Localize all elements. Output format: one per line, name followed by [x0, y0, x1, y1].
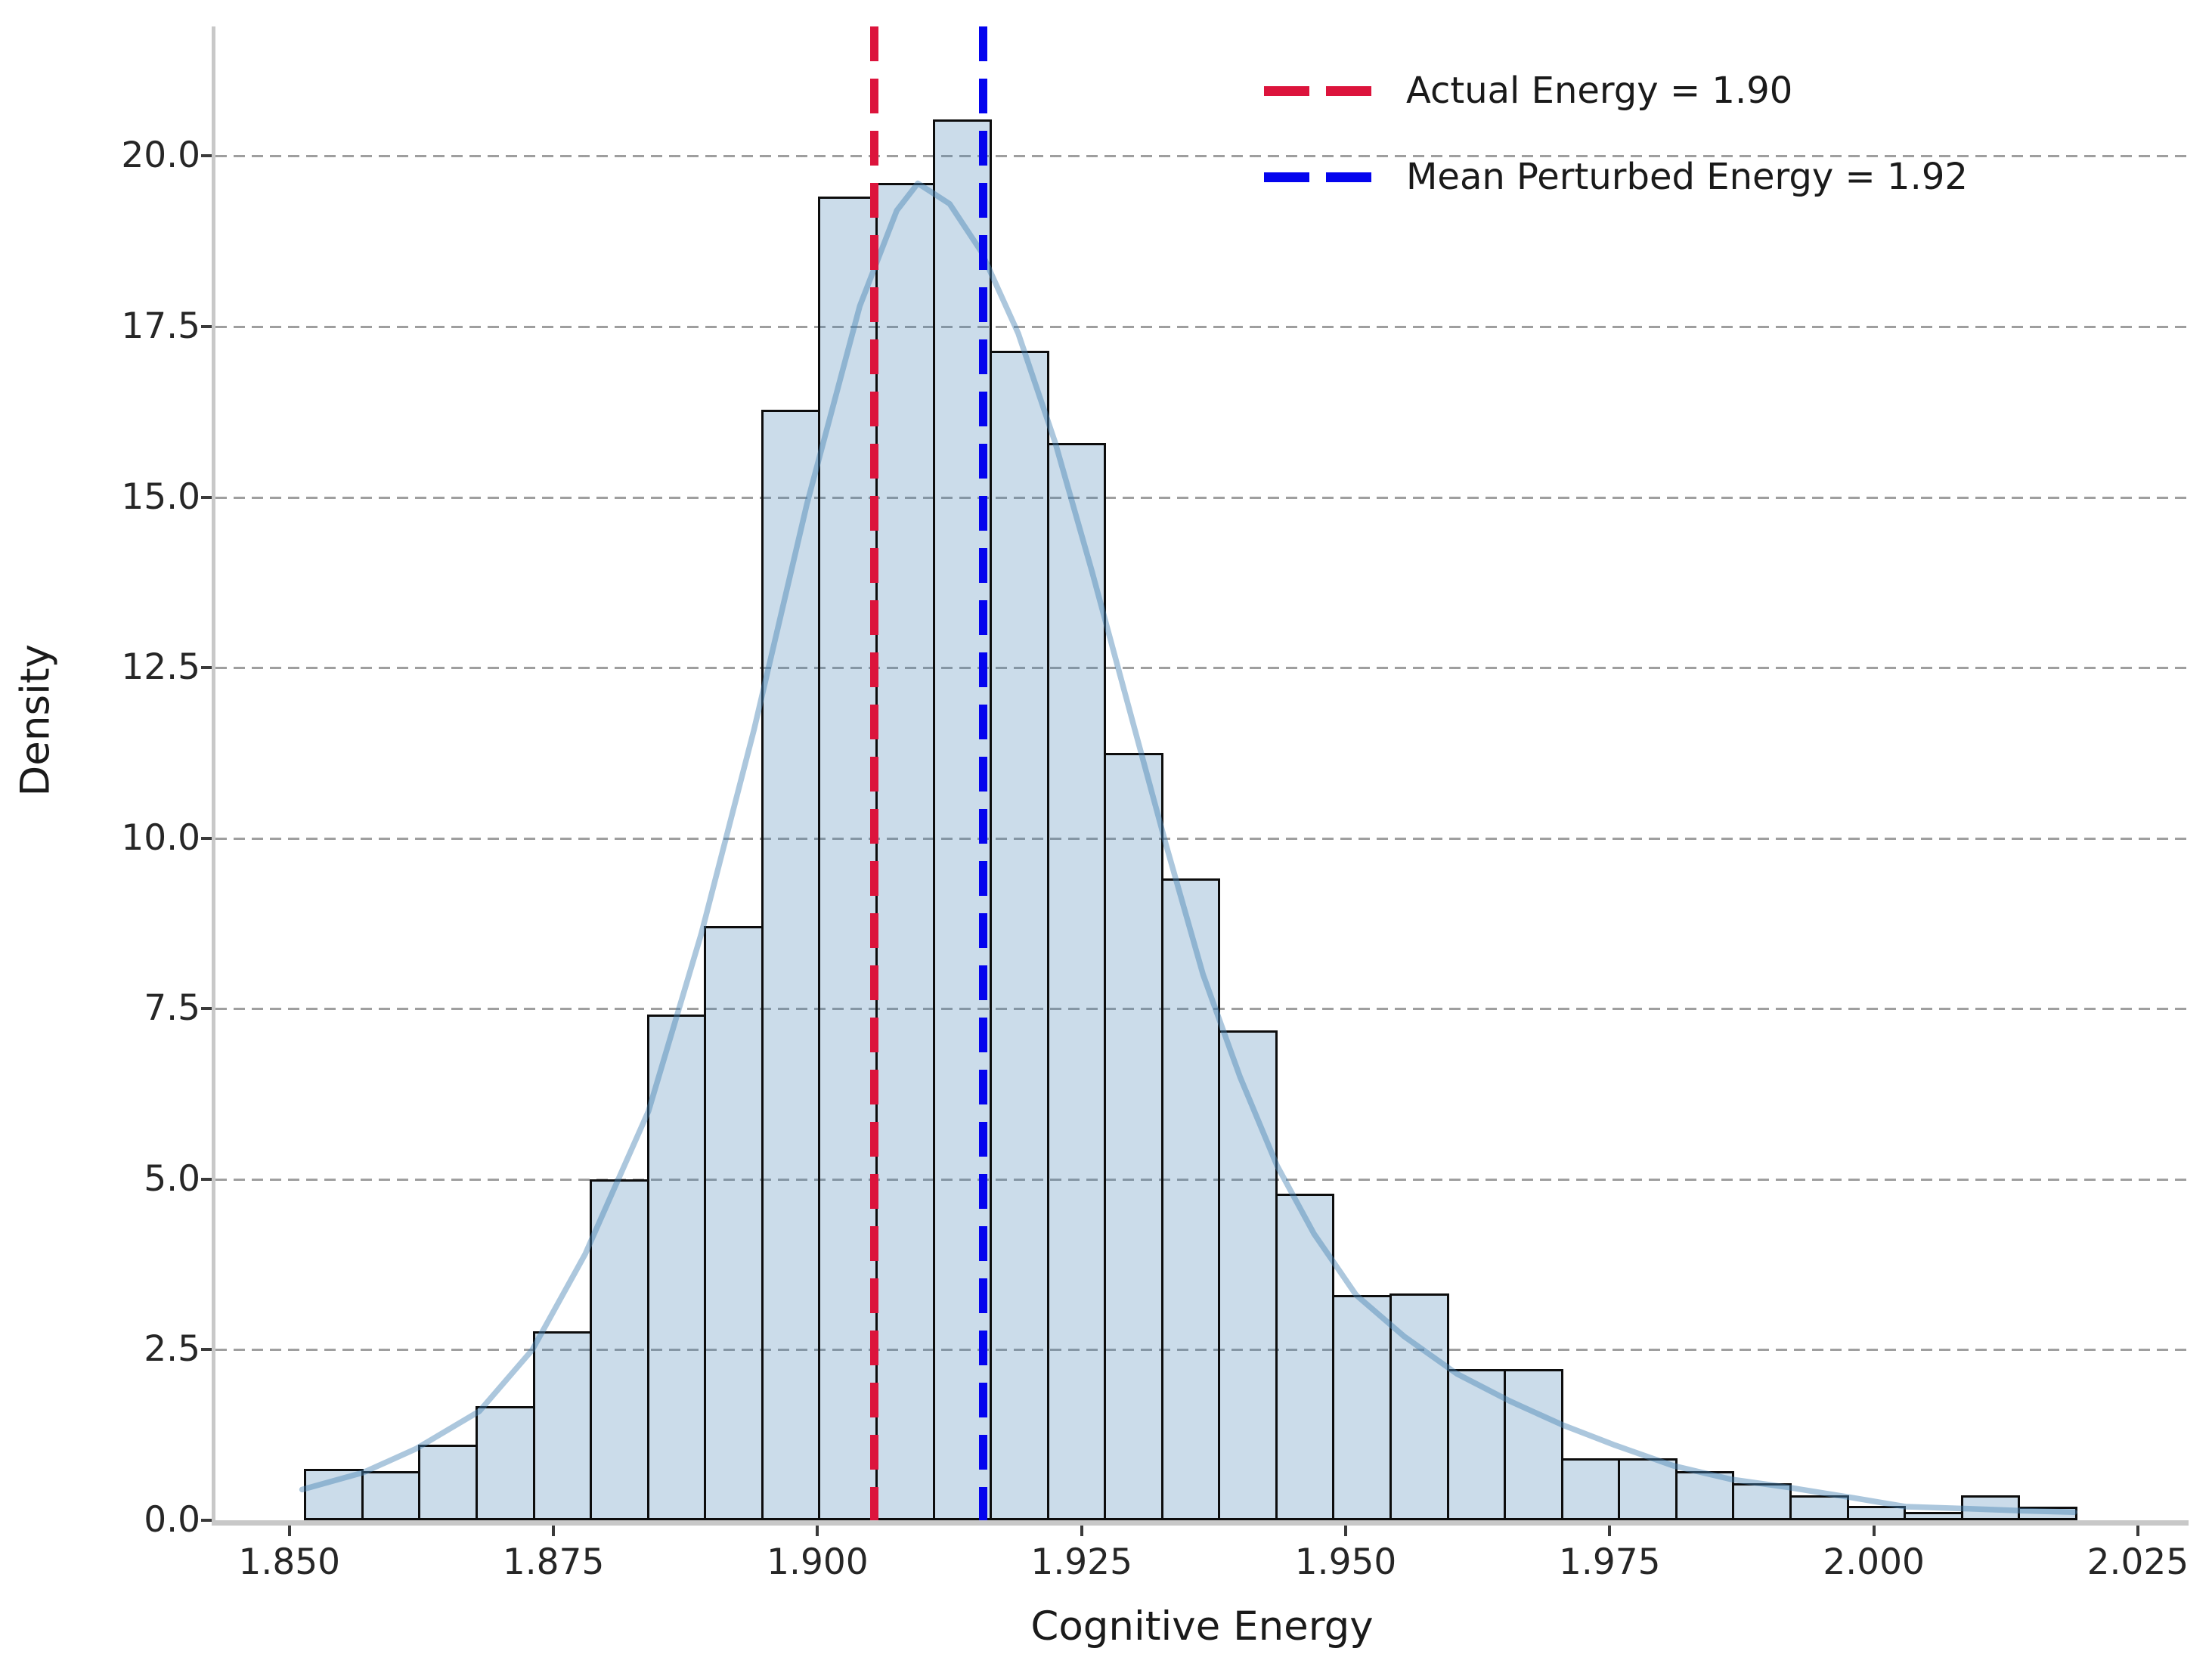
legend-item-mean-perturbed-energy: Mean Perturbed Energy = 1.92 — [1264, 156, 1968, 198]
y-tick-mark — [201, 325, 212, 328]
vline-mean-perturbed-energy — [979, 26, 988, 1520]
y-tick-label: 2.5 — [144, 1328, 200, 1371]
y-tick-mark — [201, 1519, 212, 1522]
x-tick-label: 2.025 — [2087, 1541, 2189, 1583]
x-tick-mark — [1080, 1526, 1083, 1536]
x-tick-label: 1.850 — [238, 1541, 341, 1583]
y-tick-mark — [201, 1177, 212, 1181]
y-tick-label: 12.5 — [121, 646, 200, 689]
y-axis-spine — [212, 26, 215, 1524]
y-tick-label: 10.0 — [121, 816, 200, 859]
y-tick-label: 7.5 — [144, 987, 200, 1030]
y-tick-mark — [201, 1348, 212, 1352]
x-tick-mark — [816, 1526, 819, 1536]
y-tick-label: 0.0 — [144, 1499, 200, 1541]
y-tick-mark — [201, 666, 212, 670]
vline-actual-energy — [870, 26, 879, 1520]
histogram-bar — [1218, 1030, 1278, 1520]
histogram-bar — [875, 182, 935, 1520]
y-tick-mark — [201, 1007, 212, 1011]
legend-label: Mean Perturbed Energy = 1.92 — [1406, 156, 1968, 198]
x-tick-label: 1.975 — [1559, 1541, 1661, 1583]
histogram-bar — [304, 1469, 364, 1520]
x-tick-label: 1.900 — [767, 1541, 869, 1583]
histogram-bar — [990, 350, 1049, 1520]
x-tick-mark — [1872, 1526, 1876, 1536]
kde-curve — [299, 180, 2077, 1515]
histogram-bar — [646, 1015, 707, 1520]
x-tick-mark — [2136, 1526, 2139, 1536]
histogram-bar — [476, 1406, 535, 1520]
gridline-y-5 — [215, 1178, 2189, 1181]
x-tick-label: 1.925 — [1030, 1541, 1132, 1583]
x-tick-label: 1.875 — [502, 1541, 605, 1583]
legend-item-actual-energy: Actual Energy = 1.90 — [1264, 70, 1792, 112]
gridline-y-7.5 — [215, 1008, 2189, 1011]
y-tick-mark — [201, 495, 212, 499]
histogram-bar — [2018, 1506, 2077, 1520]
histogram-bar — [1732, 1483, 1792, 1520]
x-tick-mark — [552, 1526, 556, 1536]
histogram-bar — [1160, 878, 1221, 1520]
blue-dashed-line-swatch — [1264, 172, 1371, 182]
x-axis-spine — [212, 1520, 2189, 1526]
histogram-bar — [1504, 1368, 1563, 1520]
gridline-y-12.5 — [215, 667, 2189, 670]
gridline-y-15 — [215, 496, 2189, 499]
y-tick-label: 5.0 — [144, 1157, 200, 1200]
gridline-y-17.5 — [215, 326, 2189, 328]
x-tick-label: 1.950 — [1294, 1541, 1397, 1583]
y-tick-mark — [201, 154, 212, 158]
x-tick-mark — [1344, 1526, 1348, 1536]
gridline-y-2.5 — [215, 1349, 2189, 1352]
histogram-bar — [761, 410, 821, 1520]
histogram-bar — [1332, 1295, 1393, 1520]
y-tick-label: 15.0 — [121, 476, 200, 518]
x-tick-label: 2.000 — [1823, 1541, 1925, 1583]
histogram-bar — [418, 1444, 479, 1520]
gridline-y-10 — [215, 837, 2189, 840]
legend-label: Actual Energy = 1.90 — [1406, 70, 1793, 112]
histogram-bar — [1389, 1293, 1449, 1520]
x-tick-mark — [1608, 1526, 1612, 1536]
red-dashed-line-swatch — [1264, 85, 1371, 96]
histogram-bar — [1104, 752, 1163, 1520]
y-tick-mark — [201, 836, 212, 840]
y-tick-label: 20.0 — [121, 135, 200, 177]
y-axis-label: Density — [12, 644, 59, 797]
x-tick-mark — [287, 1526, 291, 1536]
gridline-y-20 — [215, 155, 2189, 158]
histogram-bar — [1275, 1193, 1335, 1520]
x-axis-label: Cognitive Energy — [1030, 1603, 1374, 1650]
y-tick-label: 17.5 — [121, 305, 200, 347]
